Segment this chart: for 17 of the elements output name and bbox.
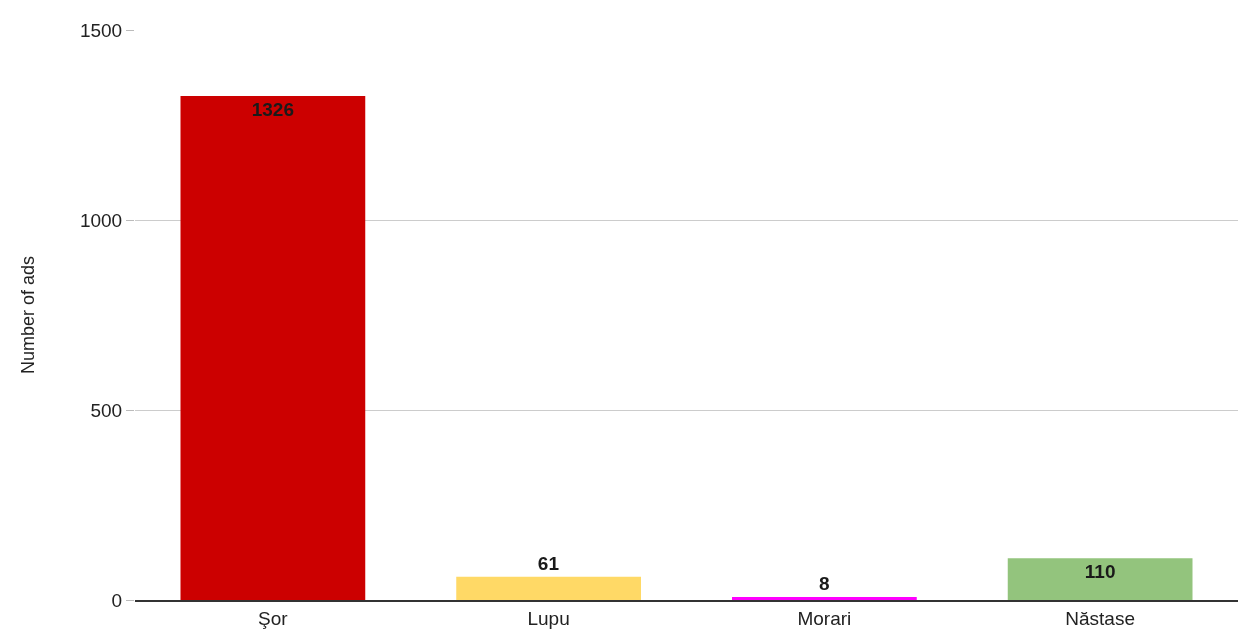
- y-tick-label: 500: [90, 399, 123, 421]
- data-label: 1326: [251, 99, 295, 121]
- y-axis-title: Number of ads: [18, 255, 39, 375]
- y-tick-label: 1000: [79, 209, 123, 231]
- y-tick-label: 1500: [79, 19, 123, 41]
- bar: [732, 596, 917, 600]
- x-tick-label: Lupu: [527, 607, 570, 629]
- bar: [456, 576, 641, 600]
- x-tick-label: Năstase: [1065, 607, 1135, 629]
- data-label: 8: [819, 572, 830, 594]
- bar: [1007, 558, 1193, 600]
- x-tick-label: Morari: [797, 607, 852, 629]
- y-tick-label: 0: [111, 589, 123, 611]
- bar: [180, 96, 366, 600]
- data-label: 110: [1084, 561, 1116, 583]
- data-label: 61: [537, 552, 560, 574]
- x-tick-label: Şor: [258, 607, 289, 629]
